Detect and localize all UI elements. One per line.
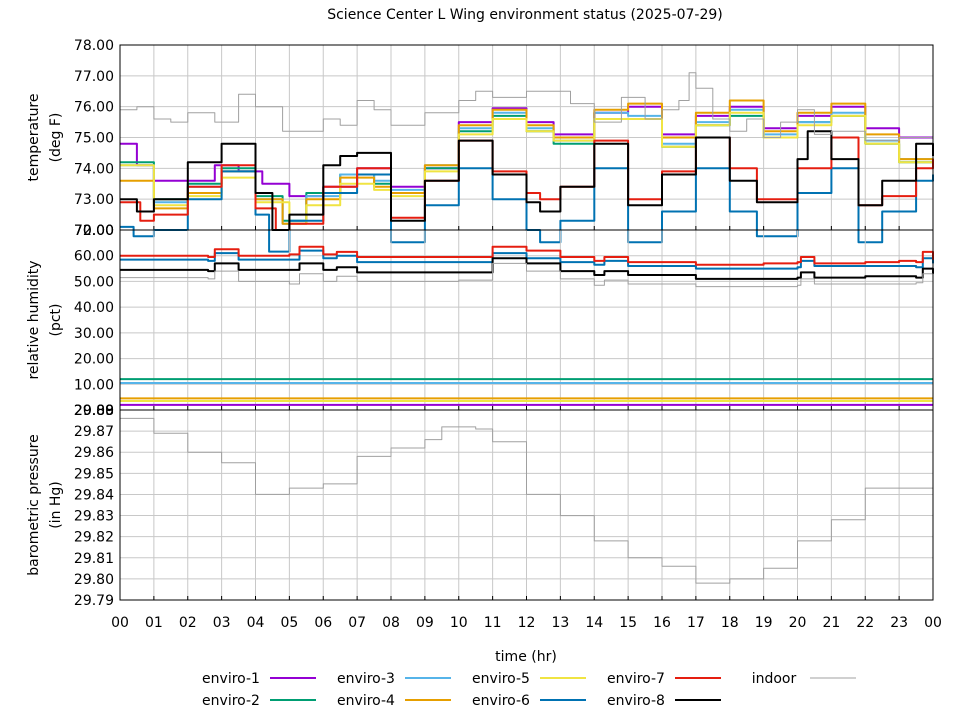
y-tick-label: 29.81: [74, 551, 114, 567]
y-tick-label: 29.83: [74, 509, 114, 525]
x-tick-label: 22: [856, 615, 874, 631]
y-tick-label: 29.85: [74, 466, 114, 482]
y-axis-label: (deg F): [48, 113, 64, 163]
y-tick-label: 70.00: [74, 223, 114, 239]
y-tick-label: 60.00: [74, 249, 114, 265]
y-tick-label: 73.00: [74, 192, 114, 208]
legend-label: enviro-8: [607, 693, 665, 709]
y-tick-label: 10.00: [74, 377, 114, 393]
x-tick-label: 14: [585, 615, 603, 631]
legend-label: indoor: [752, 671, 797, 687]
y-tick-label: 29.80: [74, 572, 114, 588]
series-line-indoor: [120, 262, 934, 288]
x-axis-label: time (hr): [495, 649, 557, 665]
panel-humidity: 10.00 20.00 30.00 40.00 50.00 60.00 70.00 20.00…: [26, 223, 934, 419]
legend-label: enviro-7: [607, 671, 665, 687]
y-tick-label: 75.00: [74, 131, 114, 147]
y-tick-label: 29.79: [74, 593, 114, 609]
legend-label: enviro-3: [337, 671, 395, 687]
y-tick-label: 29.86: [74, 445, 114, 461]
y-tick-label: 20.00: [74, 403, 114, 419]
y-tick-label: 78.00: [74, 38, 114, 54]
x-tick-label: 04: [247, 615, 265, 631]
series-line-indoor: [120, 417, 934, 584]
chart-title: Science Center L Wing environment status…: [327, 7, 723, 23]
x-tick-label: 00: [111, 615, 129, 631]
x-tick-label: 02: [179, 615, 197, 631]
y-tick-label: 30.00: [74, 326, 114, 342]
y-tick-label: 29.87: [74, 424, 114, 440]
x-tick-labels: 00 01 02 03 04 05 06 07 08 09 10 11 12 13 14 15 16 17 18 19…: [111, 615, 942, 631]
x-tick-label: 03: [213, 615, 231, 631]
y-tick-label: 29.89: [74, 403, 114, 419]
x-tick-label: 23: [890, 615, 908, 631]
legend-label: enviro-6: [472, 693, 530, 709]
x-tick-label: 05: [280, 615, 298, 631]
y-tick-label: 70.00: [74, 223, 114, 239]
y-tick-label: 77.00: [74, 69, 114, 85]
y-tick-label: 50.00: [74, 274, 114, 290]
y-axis-label: temperature: [26, 94, 42, 182]
y-axis-label: relative humidity: [26, 260, 42, 379]
y-tick-label: 40.00: [74, 300, 114, 316]
x-tick-label: 00: [924, 615, 942, 631]
series-line-indoor: [120, 72, 933, 142]
y-tick-label: 74.00: [74, 161, 114, 177]
legend-label: enviro-4: [337, 693, 395, 709]
y-axis-label: (pct): [48, 304, 64, 337]
series-line-enviro-7: [120, 245, 934, 266]
legend-label: enviro-1: [202, 671, 260, 687]
y-tick-label: 29.82: [74, 530, 114, 546]
x-tick-label: 01: [145, 615, 163, 631]
x-tick-label: 12: [518, 615, 536, 631]
y-tick-label: 20.00: [74, 352, 114, 368]
x-tick-label: 17: [687, 615, 705, 631]
x-tick-label: 10: [450, 615, 468, 631]
x-tick-label: 18: [721, 615, 739, 631]
x-tick-label: 08: [382, 615, 400, 631]
legend-label: enviro-2: [202, 693, 260, 709]
legend: enviro-1 enviro-2 enviro-3 enviro-4 enviro-5…: [202, 671, 856, 709]
panel-pressure: 29.79 29.80 29.81 29.82 29.83 29.84 29.85 29.86…: [26, 403, 934, 609]
panel-temperature: 72.00 73.00 74.00 75.00 76.00 77.00 78.00 70.00…: [26, 38, 934, 253]
x-tick-label: 06: [314, 615, 332, 631]
y-tick-label: 72.00: [74, 223, 114, 239]
x-tick-label: 19: [755, 615, 773, 631]
series-line-enviro-6: [120, 249, 934, 270]
x-tick-label: 11: [484, 615, 502, 631]
x-tick-label: 21: [822, 615, 840, 631]
y-tick-label: 76.00: [74, 100, 114, 116]
x-tick-label: 16: [653, 615, 671, 631]
x-tick-label: 13: [551, 615, 569, 631]
x-tick-label: 20: [789, 615, 807, 631]
x-tick-label: 09: [416, 615, 434, 631]
y-tick-label: 29.84: [74, 487, 114, 503]
series-line-enviro-8: [120, 130, 934, 231]
series-line-enviro-8: [120, 257, 934, 280]
x-tick-label: 15: [619, 615, 637, 631]
x-tick-label: 07: [348, 615, 366, 631]
y-axis-label: (in Hg): [48, 481, 64, 529]
y-axis-label: barometric pressure: [26, 434, 42, 575]
plot-frame: [119, 409, 934, 601]
y-tick-label: 29.88: [74, 403, 114, 419]
series-line-enviro-5: [120, 111, 934, 225]
legend-label: enviro-5: [472, 671, 530, 687]
